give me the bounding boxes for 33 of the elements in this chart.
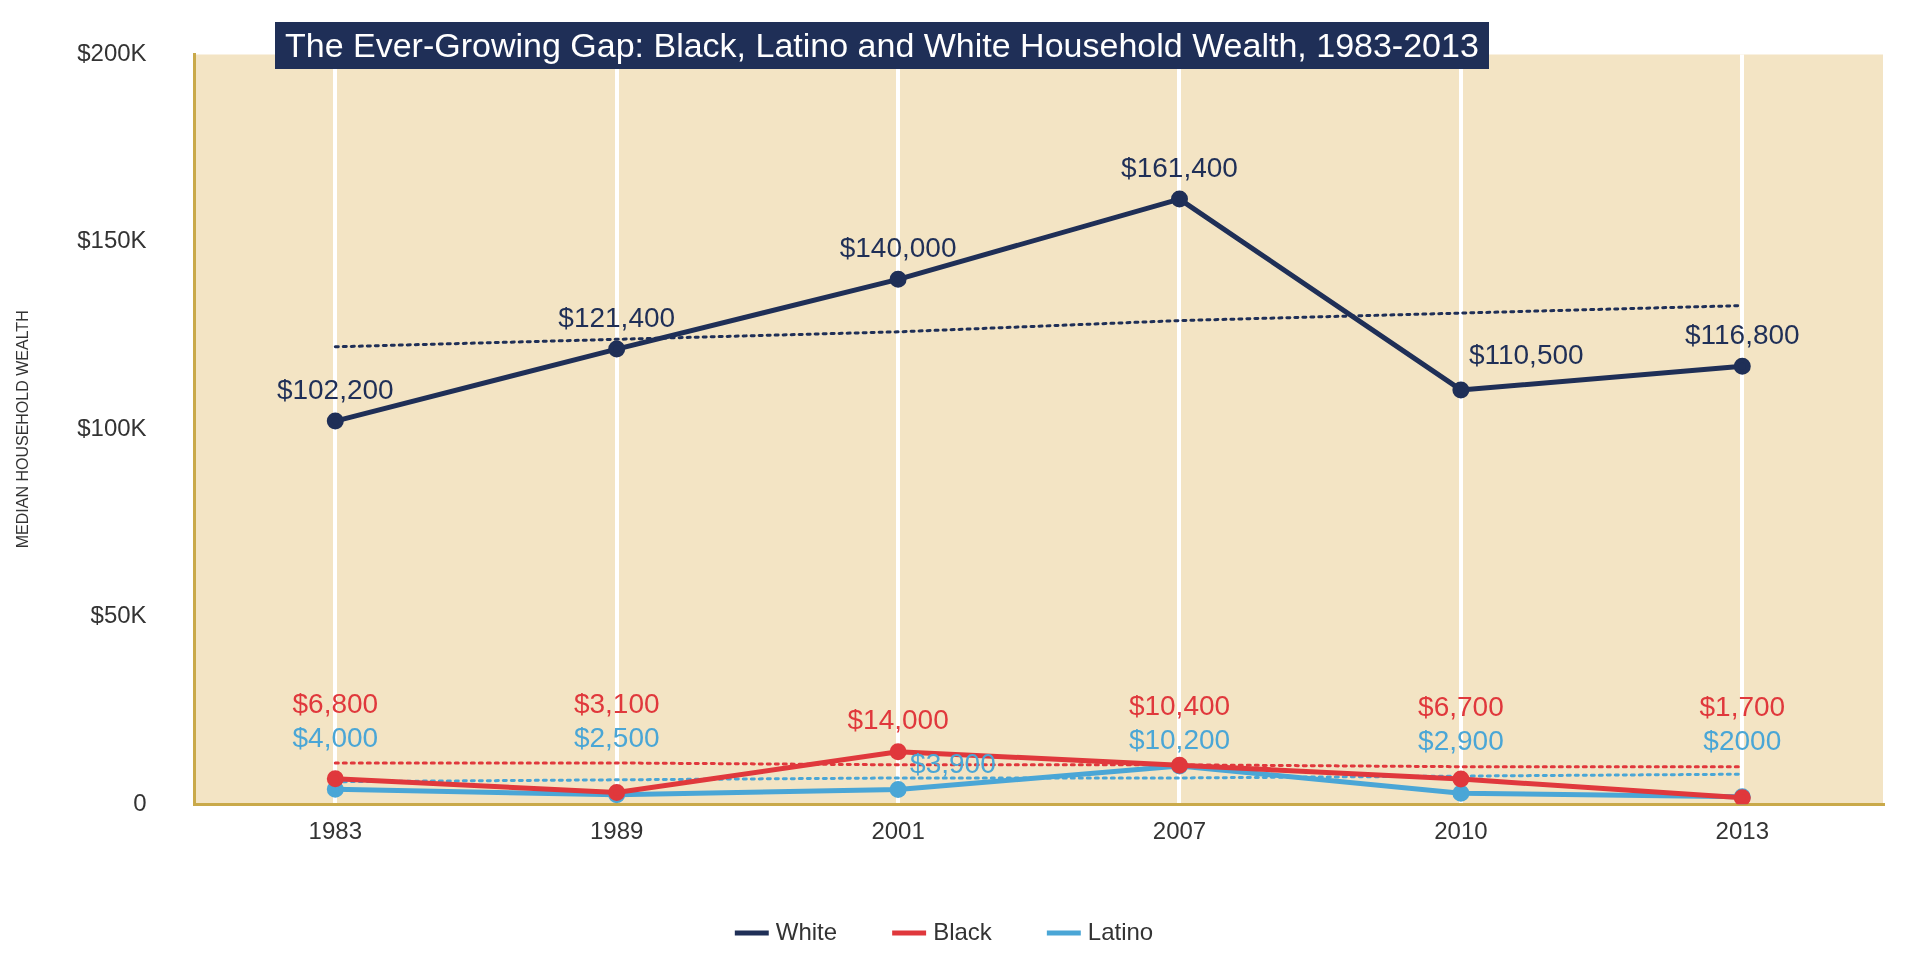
- data-label: $102,200: [276, 373, 394, 405]
- legend-label: Black: [933, 917, 993, 945]
- data-label: $6,800: [292, 687, 379, 719]
- y-tick-label: 0: [133, 788, 147, 816]
- x-tick-label: 2013: [1715, 817, 1769, 845]
- legend-label: Latino: [1087, 917, 1154, 945]
- y-tick-label: $150K: [77, 226, 147, 254]
- data-label: $1,700: [1699, 691, 1786, 723]
- x-tick-label: 2001: [871, 817, 925, 845]
- data-label: $161,400: [1121, 151, 1238, 183]
- y-axis-title: MEDIAN HOUSEHOLD WEALTH: [14, 310, 32, 549]
- data-label: $140,000: [839, 232, 957, 264]
- data-label: $116,800: [1684, 319, 1800, 351]
- data-label: $6,700: [1418, 691, 1504, 723]
- y-tick-label: $200K: [77, 39, 147, 67]
- data-label: $2,500: [573, 721, 660, 753]
- x-tick-label: 2010: [1434, 817, 1488, 845]
- data-label: $121,400: [558, 301, 676, 333]
- legend-label: White: [775, 917, 838, 945]
- x-tick-label: 1983: [308, 817, 362, 845]
- data-label: $3,100: [573, 687, 660, 719]
- data-label: $2,900: [1418, 725, 1504, 757]
- y-tick-label: $50K: [90, 601, 147, 629]
- y-tick-label: $100K: [77, 413, 147, 441]
- x-tick-label: 1989: [590, 817, 644, 845]
- data-label: $14,000: [847, 704, 949, 736]
- data-label: $110,500: [1468, 338, 1584, 370]
- x-tick-label: 2007: [1152, 817, 1207, 845]
- data-label: $2000: [1703, 725, 1782, 757]
- data-label: $4,000: [292, 721, 379, 753]
- data-label: $10,400: [1128, 689, 1231, 721]
- chart-title: The Ever-Growing Gap: Black, Latino and White Household Wealth, 1983-2013: [275, 22, 1489, 69]
- data-label: $10,200: [1128, 723, 1231, 755]
